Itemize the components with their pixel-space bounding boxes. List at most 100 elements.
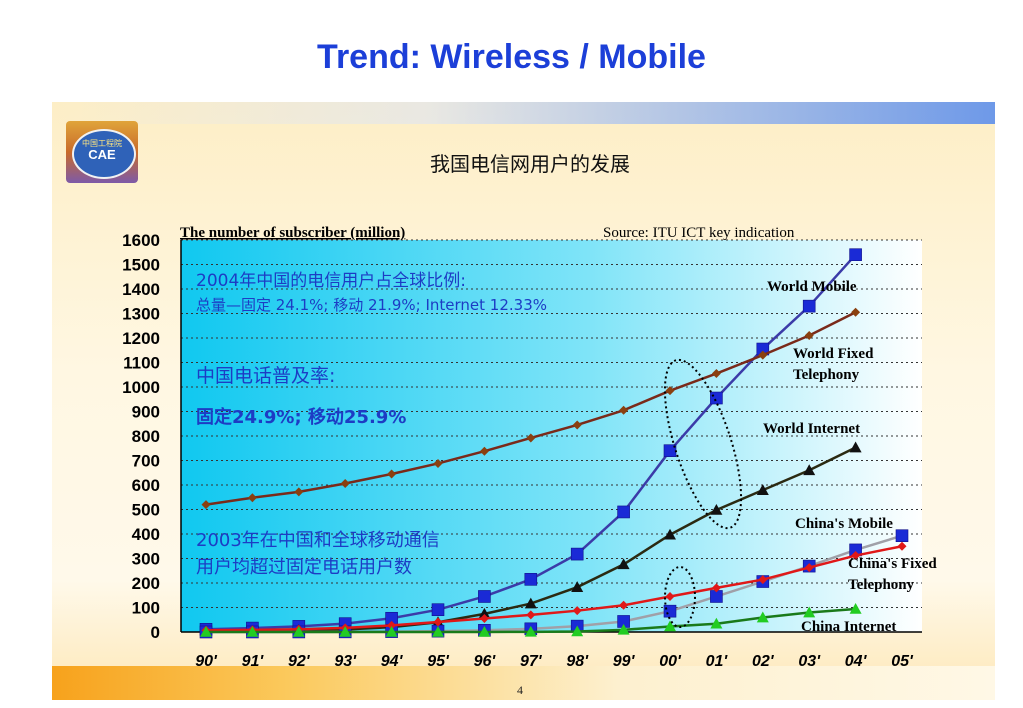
data-point xyxy=(387,620,397,630)
data-point xyxy=(292,626,305,637)
data-point xyxy=(478,607,491,619)
y-tick-label: 1500 xyxy=(122,256,160,275)
data-point xyxy=(756,611,769,623)
data-point xyxy=(479,446,489,456)
data-point xyxy=(572,606,582,616)
series-label: World Fixed xyxy=(793,346,874,362)
data-point xyxy=(247,493,257,503)
logo-text: CAE xyxy=(88,147,116,162)
data-point xyxy=(664,620,676,632)
data-point xyxy=(895,529,909,543)
data-point xyxy=(663,604,677,618)
chart-title: 我国电信网用户的发展 xyxy=(430,152,630,176)
data-point xyxy=(385,626,398,637)
data-point xyxy=(478,590,491,603)
y-tick-label: 1400 xyxy=(122,280,160,299)
y-tick-label: 800 xyxy=(132,427,160,446)
annotation-text: 2004年中国的电信用户占全球比例: xyxy=(196,271,466,291)
annotations: 2004年中国的电信用户占全球比例: 总量—固定 24.1%; 移动 21.9%;… xyxy=(196,271,547,578)
data-point xyxy=(756,484,769,495)
data-point xyxy=(478,625,491,637)
x-tick-label: 04' xyxy=(845,653,868,670)
data-point xyxy=(758,350,768,360)
data-point xyxy=(432,626,444,637)
annotation-text: 总量—固定 24.1%; 移动 21.9%; Internet 12.33% xyxy=(196,296,547,314)
data-point xyxy=(340,479,350,489)
data-point xyxy=(849,248,862,261)
series-label: China Internet xyxy=(801,619,896,635)
x-tick-label: 98' xyxy=(566,653,589,670)
y-tick-label: 1200 xyxy=(122,329,160,348)
y-tick-label: 200 xyxy=(132,574,160,593)
cae-logo: 中国工程院 CAE xyxy=(66,121,138,183)
y-tick-label: 1600 xyxy=(122,231,160,250)
data-point xyxy=(710,503,723,515)
data-point xyxy=(246,626,259,637)
data-point xyxy=(570,547,584,561)
data-point xyxy=(665,591,675,601)
x-tick-label: 91' xyxy=(242,653,265,670)
data-point xyxy=(617,623,630,635)
gridlines xyxy=(181,239,922,608)
data-point xyxy=(433,617,443,627)
x-tick-label: 95' xyxy=(427,653,450,670)
y-tick-label: 700 xyxy=(132,452,160,471)
data-point xyxy=(803,464,816,476)
data-point xyxy=(710,617,723,629)
data-point xyxy=(758,575,768,585)
data-point xyxy=(710,391,723,405)
panel-top-band xyxy=(52,102,995,124)
data-point xyxy=(849,602,862,614)
data-point xyxy=(387,469,397,479)
series-label: Telephony xyxy=(848,577,915,593)
data-point xyxy=(339,626,352,637)
data-point xyxy=(479,614,489,624)
series-label: China's Mobile xyxy=(795,516,893,532)
y-tick-label: 1000 xyxy=(122,378,160,397)
y-tick-label: 600 xyxy=(132,476,160,495)
data-point xyxy=(619,405,629,415)
data-point xyxy=(526,433,536,443)
panel-bottom-band xyxy=(52,666,995,700)
x-tick-label: 02' xyxy=(752,653,775,670)
source-label: Source: ITU ICT key indication xyxy=(603,225,795,241)
y-tick-label: 300 xyxy=(132,550,160,569)
series-labels: World Mobile World Fixed Telephony World In… xyxy=(763,279,937,635)
slide-title: Trend: Wireless / Mobile xyxy=(317,38,706,76)
data-point xyxy=(526,610,536,620)
data-point xyxy=(571,581,584,592)
x-tick-label: 90' xyxy=(195,653,218,670)
data-point xyxy=(572,420,582,430)
data-point xyxy=(201,500,211,510)
x-tick-label: 01' xyxy=(706,653,729,670)
logo-caption: 中国工程院 xyxy=(82,139,122,148)
series-line xyxy=(205,545,903,632)
x-tick-label: 96' xyxy=(474,653,497,670)
data-point xyxy=(803,606,816,618)
data-point xyxy=(802,299,816,313)
y-tick-label: 400 xyxy=(132,525,160,544)
x-tick-label: 97' xyxy=(520,653,543,670)
data-point xyxy=(804,563,814,573)
data-point xyxy=(665,386,675,396)
data-point xyxy=(897,541,907,551)
y-tick-label: 1300 xyxy=(122,305,160,324)
y-tick-label: 0 xyxy=(151,623,160,642)
data-point xyxy=(200,626,212,637)
data-point xyxy=(619,600,629,610)
y-tick-label: 500 xyxy=(132,501,160,520)
logo-ring xyxy=(72,129,136,179)
page-number: 4 xyxy=(517,683,523,697)
data-point xyxy=(294,487,304,497)
data-point xyxy=(524,625,537,637)
x-tick-label: 03' xyxy=(798,653,821,670)
x-tick-label: 93' xyxy=(334,653,357,670)
y-tick-label: 900 xyxy=(132,403,160,422)
x-tick-labels: 90' 91' 92' 93' 94' 95' 96' 97' 98' 99' 00' 01' 02' 0… xyxy=(195,653,914,670)
x-tick-label: 00' xyxy=(659,653,682,670)
crossover-ellipse-world xyxy=(663,358,743,530)
annotation-text: 用户均超过固定电话用户数 xyxy=(196,557,412,578)
y-tick-label: 1100 xyxy=(123,354,160,373)
x-tick-label: 99' xyxy=(613,653,636,670)
x-tick-label: 94' xyxy=(381,653,404,670)
